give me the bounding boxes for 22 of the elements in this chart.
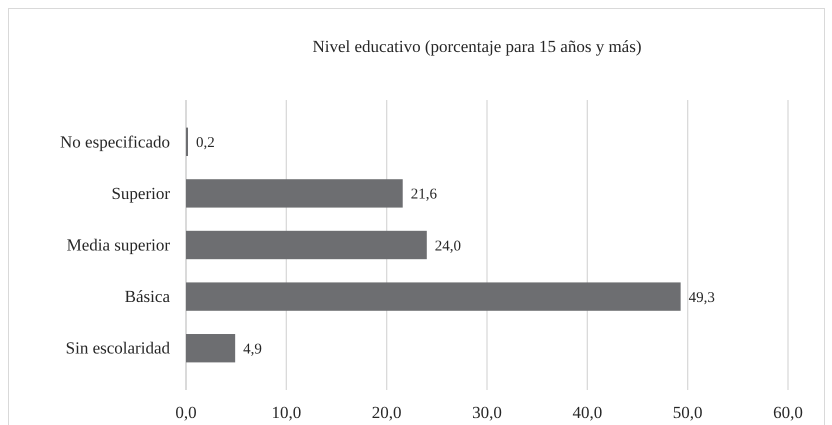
data-label: 0,2 [196,135,215,152]
x-tick-label: 50,0 [672,403,703,422]
x-tick-label: 10,0 [271,403,302,422]
data-label: 24,0 [434,238,462,254]
data-label: 49,3 [688,290,715,306]
y-tick-label: No especificado [60,132,170,152]
bar [186,179,403,208]
y-tick-label: Sin escolaridad [66,338,170,358]
x-tick-label: 40,0 [572,403,602,422]
x-tick-label: 30,0 [472,403,502,422]
data-label: 4,9 [243,341,262,358]
chart-title: Nivel educativo (porcentaje para 15 años y más) [312,37,642,56]
bar [186,230,427,260]
bar [186,334,236,362]
data-label: 21,6 [410,186,438,203]
x-tick-label: 20,0 [372,403,402,422]
x-tick-label: 60,0 [773,403,803,422]
y-tick-label: Media superior [66,235,170,254]
y-tick-label: Superior [111,184,170,203]
y-tick-label: Básica [124,287,170,306]
x-tick-label: 0,0 [175,403,197,422]
bar [186,282,681,311]
